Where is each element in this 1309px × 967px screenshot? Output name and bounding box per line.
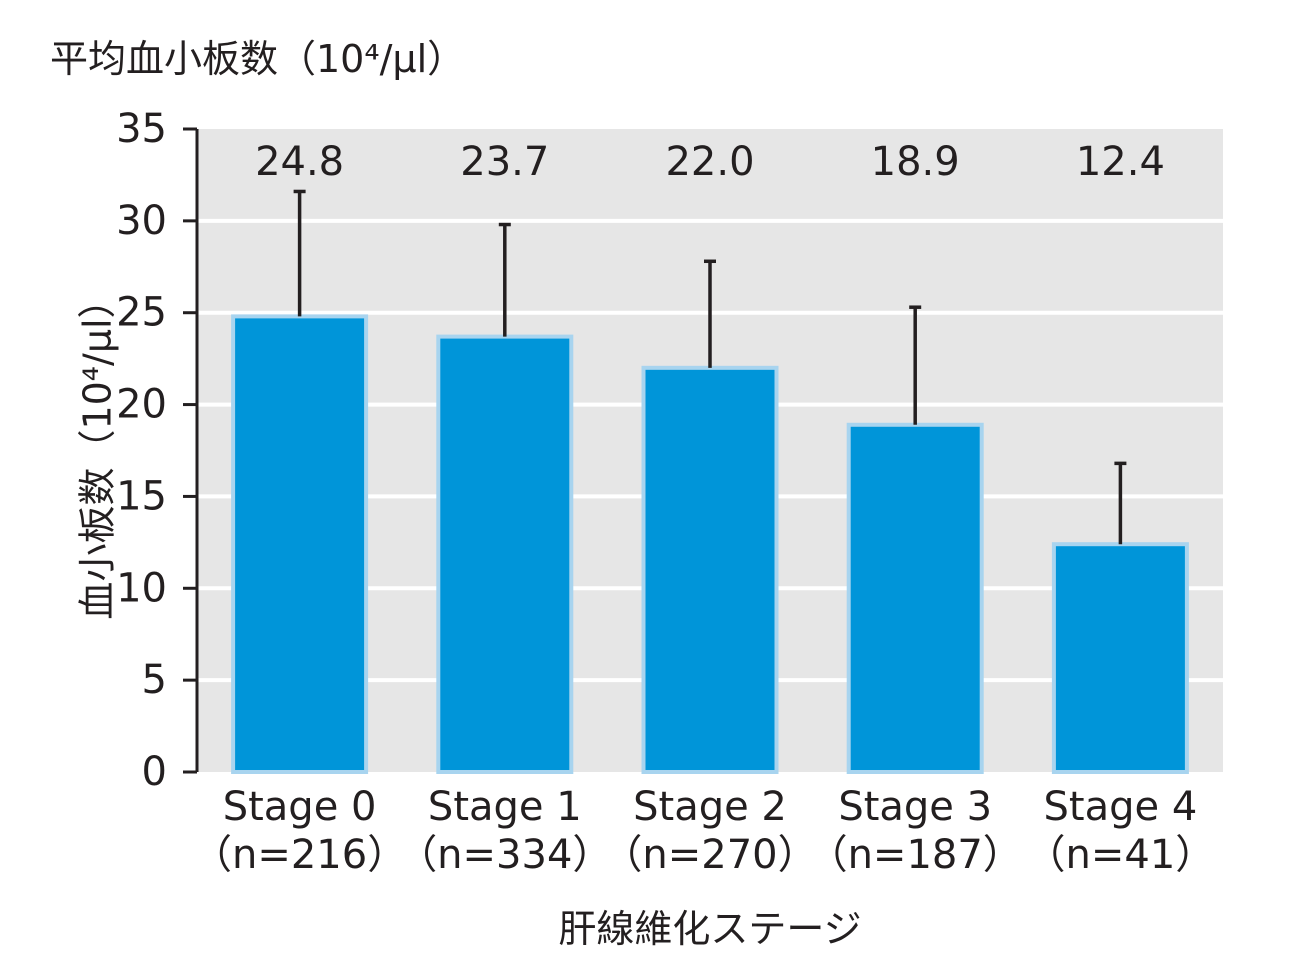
value-labels: 24.8 23.7 22.0 18.9 12.4 [255,139,1165,185]
category-n-label: （n=187） [808,832,1023,878]
category-n-label: （n=216） [192,832,407,878]
bar [846,422,984,774]
y-tick-label: 5 [142,657,167,703]
value-label: 23.7 [460,139,549,185]
category-label: Stage 4 [1044,784,1198,830]
bars [231,314,1189,774]
value-label: 18.9 [871,139,960,185]
y-tick-label: 0 [142,749,167,795]
value-label: 24.8 [255,139,344,185]
y-tick-label: 25 [116,290,167,336]
category-n-label: （n=270） [602,832,817,878]
bar [1051,542,1189,774]
category-label: Stage 1 [428,784,582,830]
y-axis-title: 血小板数（10⁴/μl） [76,280,120,619]
y-tick-label: 35 [116,106,167,152]
category-n-label: （n=334） [397,832,612,878]
value-label: 12.4 [1076,139,1165,185]
y-tick-label: 10 [116,565,167,611]
chart-title: 平均血小板数（10⁴/μl） [50,37,465,81]
bar [231,314,369,774]
value-label: 22.0 [665,139,754,185]
category-label: Stage 3 [838,784,992,830]
x-axis-title: 肝線維化ステージ [558,907,861,951]
y-tick-label: 30 [116,198,167,244]
category-n-label: （n=41） [1026,832,1216,878]
y-axis: 0 5 10 15 20 25 30 35 [116,106,199,795]
category-label: Stage 0 [223,784,377,830]
x-axis-labels: Stage 0（n=216） Stage 1（n=334） Stage 2（n=27… [192,784,1215,878]
bar [436,334,574,774]
y-tick-label: 20 [116,382,167,428]
category-label: Stage 2 [633,784,787,830]
bar [641,365,779,774]
y-tick-label: 15 [116,473,167,519]
error-bars [293,189,1127,545]
